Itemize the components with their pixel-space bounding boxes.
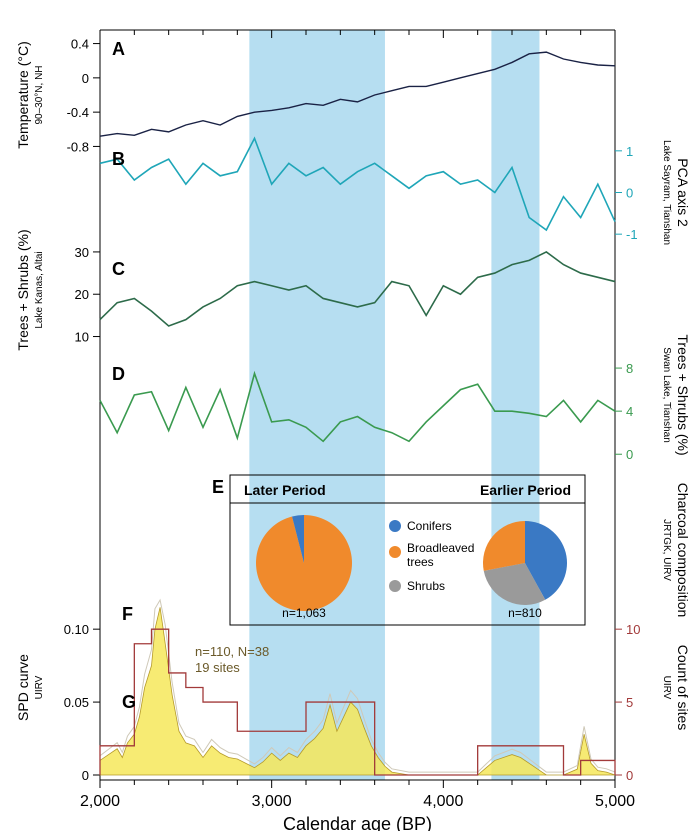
legend-label: Broadleaved <box>407 541 474 555</box>
y-axis-title: Temperature (°C) <box>15 41 31 149</box>
y-axis-subtitle: Swan Lake, Tianshan <box>661 347 672 443</box>
y-tick-label: -1 <box>626 227 638 242</box>
figure-svg: 2,000 3,000 4,000 5,000 Calendar age (BP) -0.… <box>0 0 700 831</box>
highlight-band <box>249 30 385 780</box>
x-tick-label: 5,000 <box>595 793 635 810</box>
pie-slice <box>483 521 525 571</box>
y-tick-label: 5 <box>626 695 633 710</box>
inset-title-left: Later Period <box>244 482 326 498</box>
legend-swatch <box>389 546 401 558</box>
y-axis-title: PCA axis 2 <box>675 158 691 227</box>
y-tick-label: 10 <box>626 622 640 637</box>
y-tick-label: 0 <box>82 768 89 783</box>
x-tick-label: 2,000 <box>80 793 120 810</box>
y-tick-label: 0 <box>82 71 89 86</box>
y-tick-label: 8 <box>626 361 633 376</box>
legend-label: Conifers <box>407 519 452 533</box>
y-tick-label: 30 <box>75 245 89 260</box>
legend-label: Shrubs <box>407 579 445 593</box>
panel-label: F <box>122 604 133 624</box>
x-tick-label: 3,000 <box>252 793 292 810</box>
y-tick-label: 0.10 <box>64 622 89 637</box>
inset-right-subtitle: JRTGK, UIRV <box>661 519 672 581</box>
x-axis-title: Calendar age (BP) <box>283 814 432 831</box>
spd-annotation: n=110, N=38 <box>195 644 269 659</box>
legend-swatch <box>389 580 401 592</box>
pie-n-label: n=1,063 <box>282 606 326 620</box>
pie-n-label: n=810 <box>508 606 542 620</box>
panel-label: G <box>122 692 136 712</box>
x-tick-label: 4,000 <box>423 793 463 810</box>
y-tick-label: 0 <box>626 768 633 783</box>
y-tick-label: 20 <box>75 287 89 302</box>
y-tick-label: -0.4 <box>67 105 89 120</box>
y-axis-subtitle: UIRV <box>661 676 672 700</box>
y-axis-title: SPD curve <box>15 654 31 721</box>
y-tick-label: -0.8 <box>67 139 89 154</box>
y-tick-label: 0 <box>626 447 633 462</box>
panel-label: B <box>112 149 125 169</box>
panel-label: C <box>112 259 125 279</box>
pie-slice <box>256 515 352 611</box>
highlight-band <box>491 30 539 780</box>
y-axis-subtitle: UIRV <box>34 675 45 699</box>
legend-label: trees <box>407 555 434 569</box>
y-axis-title: Trees + Shrubs (%) <box>675 334 691 455</box>
y-tick-label: 10 <box>75 330 89 345</box>
y-axis-title: Trees + Shrubs (%) <box>15 229 31 350</box>
y-axis-title: Count of sites <box>675 645 691 731</box>
spd-annotation: 19 sites <box>195 660 240 675</box>
inset-title-right: Earlier Period <box>480 482 571 498</box>
panel-label: A <box>112 39 125 59</box>
y-axis-subtitle: 90–30°N, NH <box>34 65 45 124</box>
legend-swatch <box>389 520 401 532</box>
y-tick-label: 0.4 <box>71 37 89 52</box>
panel-label: E <box>212 477 224 497</box>
inset-right-title: Charcoal composition <box>675 483 691 618</box>
y-tick-label: 0 <box>626 186 633 201</box>
panel-label: D <box>112 364 125 384</box>
y-tick-label: 4 <box>626 404 633 419</box>
figure-root: 2,000 3,000 4,000 5,000 Calendar age (BP) -0.… <box>0 0 700 831</box>
y-tick-label: 1 <box>626 144 633 159</box>
y-axis-subtitle: Lake Sayram, Tianshan <box>661 140 672 245</box>
y-axis-subtitle: Lake Kanas, Altai <box>34 251 45 328</box>
y-tick-label: 0.05 <box>64 695 89 710</box>
